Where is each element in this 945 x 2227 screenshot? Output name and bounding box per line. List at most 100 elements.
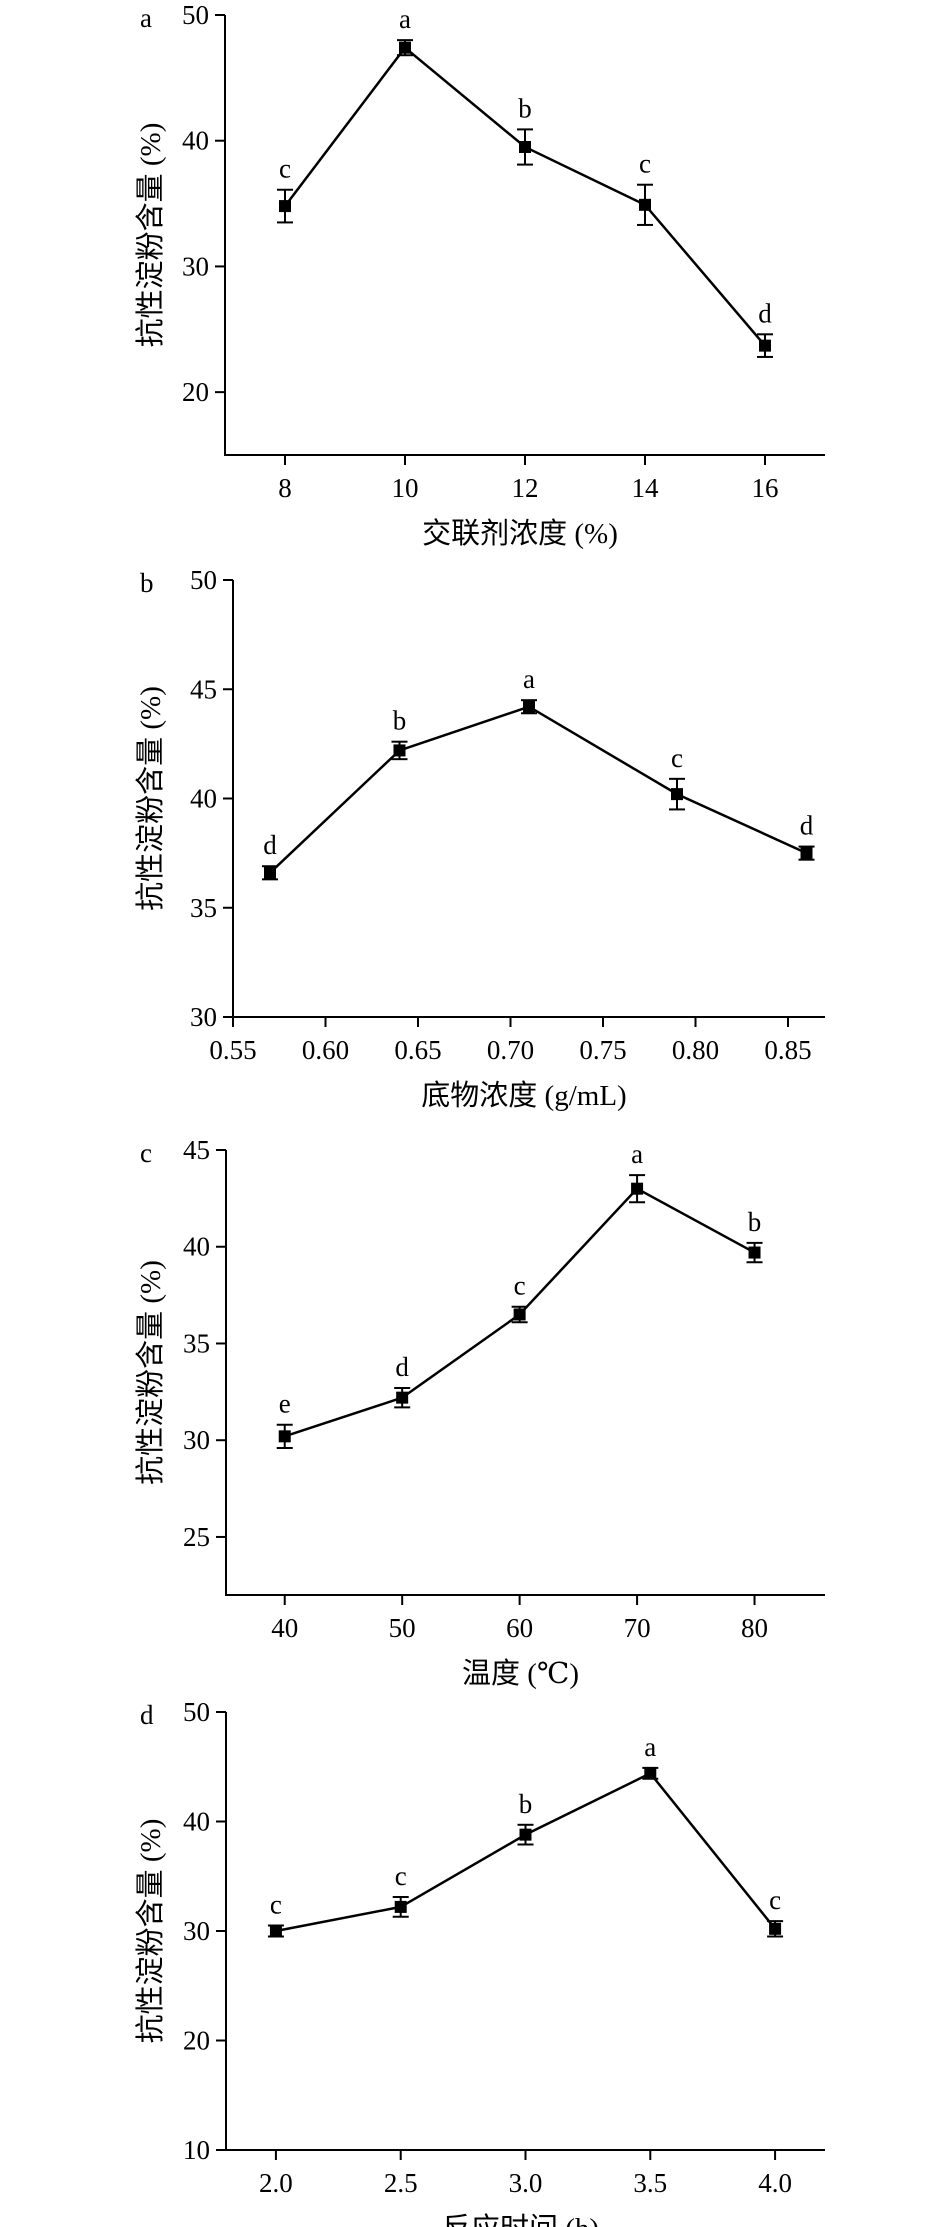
significance-letter: b <box>518 93 532 123</box>
y-axis-title: 抗性淀粉含量 (%) <box>134 1819 167 2044</box>
y-tick-label: 40 <box>190 784 217 814</box>
data-point <box>269 1925 282 1937</box>
data-point <box>769 1922 782 1935</box>
data-point <box>519 141 531 153</box>
significance-letter: a <box>644 1732 656 1762</box>
axis-lines <box>232 580 825 1018</box>
axis-lines <box>225 1150 825 1596</box>
panel-label: a <box>140 3 152 33</box>
y-tick-label: 40 <box>182 126 209 156</box>
data-point <box>759 339 771 352</box>
data-point <box>396 1391 409 1404</box>
data-point <box>523 700 535 713</box>
y-axis-title: 抗性淀粉含量 (%) <box>134 686 167 911</box>
x-tick-label: 16 <box>752 473 779 503</box>
data-point <box>394 1900 407 1913</box>
data-point <box>264 866 276 879</box>
y-tick-label: 30 <box>183 1916 210 1946</box>
series-line <box>269 705 808 874</box>
significance-letter: c <box>769 1885 781 1915</box>
x-tick-label: 0.70 <box>487 1035 534 1065</box>
chart-panel-a: 20 30 40 50 8 10 12 14 16 a 交联剂浓度 (%) 抗性淀粉含量 (%) c a b… <box>134 0 825 550</box>
data-point <box>519 1828 532 1841</box>
significance-letter: d <box>395 1352 409 1382</box>
x-tick-label: 0.85 <box>764 1035 811 1065</box>
x-tick-label: 70 <box>624 1613 651 1643</box>
y-tick-label: 35 <box>183 1328 210 1358</box>
data-point <box>748 1246 761 1259</box>
x-axis-title: 底物浓度 (g/mL) <box>421 1079 626 1112</box>
significance-letter: b <box>519 1789 533 1819</box>
y-tick-label: 10 <box>183 2135 210 2165</box>
data-point <box>631 1182 644 1195</box>
x-tick-label: 3.0 <box>509 2168 543 2198</box>
significance-letter: a <box>631 1139 643 1169</box>
significance-letter: b <box>748 1207 762 1237</box>
y-tick-label: 20 <box>183 2026 210 2056</box>
chart-panel-b: 30 35 40 45 50 0.55 0.60 0.65 0.70 0.75 0.80 0.85 b 底… <box>134 565 825 1112</box>
x-tick-label: 3.5 <box>633 2168 667 2198</box>
significance-letter: a <box>523 664 535 694</box>
y-tick-label: 50 <box>183 1697 210 1727</box>
y-tick-label: 50 <box>190 565 217 595</box>
x-tick-label: 10 <box>392 473 419 503</box>
panel-label: d <box>140 1700 154 1730</box>
y-tick-label: 30 <box>183 1425 210 1455</box>
data-point <box>399 41 411 54</box>
panel-label: b <box>140 568 154 598</box>
axis-lines <box>224 15 825 456</box>
significance-letter: b <box>393 706 407 736</box>
y-tick-label: 30 <box>182 251 209 281</box>
data-point <box>671 788 683 801</box>
significance-letter: d <box>800 811 814 841</box>
y-tick-label: 30 <box>190 1002 217 1032</box>
chart-panel-d: 10 20 30 40 50 2.0 2.5 3.0 3.5 4.0 d 反应时间 (h) 抗性淀粉含量… <box>134 1697 825 2227</box>
x-tick-label: 0.60 <box>302 1035 349 1065</box>
significance-letter: d <box>263 830 277 860</box>
x-axis-title: 温度 (℃) <box>462 1657 579 1690</box>
x-tick-label: 14 <box>632 473 660 503</box>
x-tick-label: 0.80 <box>672 1035 719 1065</box>
data-point <box>800 847 813 860</box>
y-tick-label: 45 <box>183 1135 210 1165</box>
data-point <box>513 1308 526 1321</box>
significance-letter: c <box>279 154 291 184</box>
y-tick-label: 45 <box>190 674 217 704</box>
x-tick-label: 2.0 <box>259 2168 293 2198</box>
y-tick-label: 40 <box>183 1807 210 1837</box>
data-point <box>639 198 651 211</box>
data-point <box>644 1767 657 1780</box>
significance-letter: c <box>270 1890 282 1920</box>
y-tick-label: 40 <box>183 1232 210 1262</box>
x-tick-label: 12 <box>512 473 539 503</box>
x-tick-label: 0.75 <box>579 1035 626 1065</box>
data-point <box>393 744 406 757</box>
y-tick-label: 20 <box>182 377 209 407</box>
x-tick-label: 0.65 <box>394 1035 441 1065</box>
significance-letter: c <box>395 1861 407 1891</box>
x-tick-label: 50 <box>389 1613 416 1643</box>
significance-letter: c <box>639 149 651 179</box>
x-tick-label: 60 <box>506 1613 533 1643</box>
x-tick-label: 8 <box>278 473 292 503</box>
y-tick-label: 50 <box>182 0 209 30</box>
y-tick-label: 35 <box>190 893 217 923</box>
chart-panel-c: 25 30 35 40 45 40 50 60 70 80 c 温度 (℃) 抗性淀粉含量 (%) e d c… <box>134 1135 825 1690</box>
significance-letter: c <box>671 743 683 773</box>
significance-letter: e <box>279 1389 291 1419</box>
x-tick-label: 40 <box>271 1613 298 1643</box>
data-point <box>279 200 291 213</box>
x-axis-title: 反应时间 (h) <box>442 2212 599 2227</box>
y-axis-title: 抗性淀粉含量 (%) <box>134 123 167 348</box>
y-axis-title: 抗性淀粉含量 (%) <box>134 1260 167 1485</box>
series-line <box>284 45 766 347</box>
axis-lines <box>225 1712 825 2151</box>
x-axis-title: 交联剂浓度 (%) <box>422 517 618 550</box>
panel-label: c <box>140 1138 152 1168</box>
significance-letter: d <box>758 298 772 328</box>
data-point <box>278 1430 291 1443</box>
y-tick-label: 25 <box>183 1522 210 1552</box>
significance-letter: c <box>514 1271 526 1301</box>
x-tick-label: 0.55 <box>209 1035 256 1065</box>
